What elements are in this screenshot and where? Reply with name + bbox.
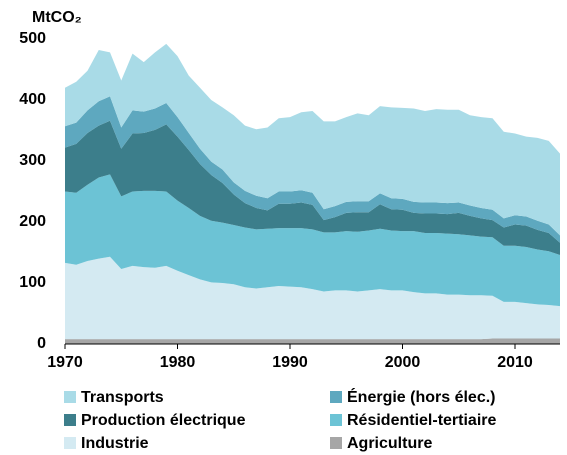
legend-label: Énergie (hors élec.) [347, 387, 496, 406]
legend-swatch [64, 437, 76, 449]
x-tick-label: 1970 [47, 354, 83, 371]
area [65, 120, 560, 255]
area [65, 174, 560, 307]
y-tick-label: 0 [37, 335, 46, 352]
legend-label: Résidentiel-tertiaire [347, 412, 496, 429]
x-tick-label: 1980 [160, 354, 196, 371]
x-tick-label: 1990 [272, 354, 308, 371]
x-tick-label: 2000 [385, 354, 421, 371]
legend-swatch [330, 391, 342, 403]
y-axis-label: MtCO₂ [32, 9, 82, 26]
y-tick-label: 500 [19, 30, 46, 47]
y-tick-label: 300 [19, 152, 46, 169]
legend-swatch [330, 414, 342, 426]
y-tick-label: 200 [19, 213, 46, 230]
legend-label: Industrie [81, 435, 149, 452]
area [65, 43, 560, 236]
x-tick-label: 2010 [497, 354, 533, 371]
y-tick-label: 100 [19, 274, 46, 291]
area [65, 338, 560, 344]
y-tick-label: 400 [19, 91, 46, 108]
legend-label: Transports [81, 389, 164, 406]
legend-swatch [64, 414, 76, 426]
legend-label: Agriculture [347, 435, 432, 452]
area [65, 256, 560, 340]
legend-label: Production électrique [81, 412, 246, 429]
legend-swatch [330, 437, 342, 449]
legend-swatch [64, 391, 76, 403]
